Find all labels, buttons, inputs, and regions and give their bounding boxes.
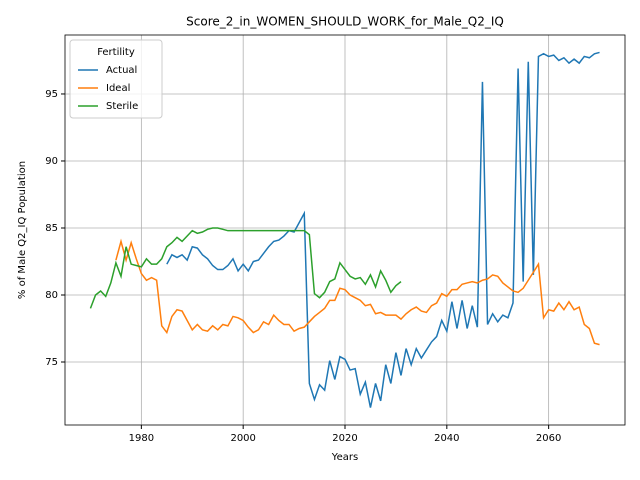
x-tick-label: 2020: [332, 433, 357, 444]
x-tick-label: 1980: [129, 433, 154, 444]
axes-frame: [64, 34, 626, 426]
y-tick-label: 95: [45, 89, 58, 100]
y-axis-label: % of Male Q2_IQ Population: [17, 161, 28, 299]
x-tick-label: 2000: [230, 433, 255, 444]
x-tick-label: 2040: [434, 433, 459, 444]
y-tick-label: 85: [45, 223, 58, 234]
line-series: [166, 51, 600, 408]
x-tick-label: 2060: [536, 433, 561, 444]
legend-title: Fertility: [97, 47, 135, 58]
legend-label: Sterile: [106, 101, 138, 112]
line-series: [115, 238, 600, 346]
chart-title: Score_2_in_WOMEN_SHOULD_WORK_for_Male_Q2…: [186, 15, 504, 29]
legend-label: Actual: [106, 65, 137, 76]
y-tick-label: 80: [45, 290, 58, 301]
y-tick-label: 90: [45, 156, 58, 167]
y-tick-label: 75: [45, 357, 58, 368]
legend-box: [69, 39, 163, 119]
x-axis-label: Years: [331, 452, 358, 463]
line-series: [89, 227, 402, 309]
legend-label: Ideal: [106, 83, 130, 94]
